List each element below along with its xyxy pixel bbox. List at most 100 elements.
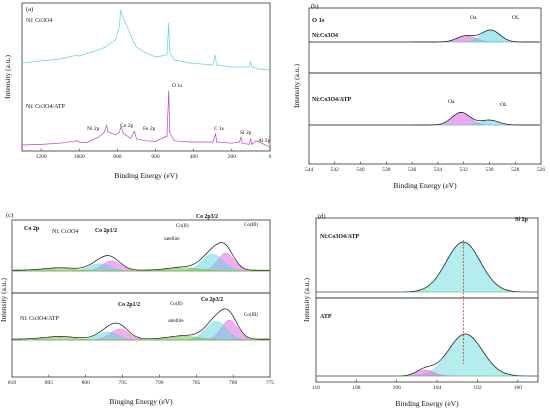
data-point-1-5 (86, 142, 88, 143)
panel-d-top-label: Ni:Co3O4/ATP (320, 234, 360, 240)
peak-label-co2p: Co 2p (120, 123, 134, 129)
data-point-1-7 (103, 132, 105, 133)
panel-b-xlabel: Binding Energy (eV) (393, 181, 457, 190)
panel-b-x-tick-label-1: 542 (331, 167, 340, 173)
panel-d-x-tick-label-1: 108 (352, 385, 361, 391)
data-point-0-4 (78, 55, 80, 57)
panel-a-legend-co3o4: Ni: Co3O4 (26, 18, 53, 24)
peak-label-o1s: O 1s (172, 83, 182, 89)
panel-b-title: O 1s (312, 17, 325, 24)
data-point-1-32 (250, 138, 252, 140)
data-point-1-35 (269, 146, 271, 148)
data-point-1-3 (76, 140, 78, 142)
panel-c-top-p12: Co 2p1/2 (95, 228, 117, 234)
data-point-1-24 (212, 141, 214, 143)
data-point-0-10 (120, 9, 122, 11)
data-point-0-14 (136, 46, 137, 48)
panel-b-x-tick-label-6: 532 (460, 167, 469, 173)
data-point-1-19 (166, 135, 168, 137)
panel-a-x-tick-label-1: 1000 (74, 154, 85, 160)
panel-b-x-tick-label-5: 534 (434, 167, 443, 173)
panel-c-x-tick-label-6: 780 (229, 380, 238, 386)
data-point-0-13 (132, 39, 133, 41)
panel-b-top-ol: OL (512, 15, 520, 21)
data-point-1-13 (122, 132, 124, 134)
panel-d-x-tick-label-5: 100 (514, 385, 523, 391)
data-point-0-28 (251, 66, 253, 68)
data-point-1-18 (155, 141, 156, 142)
panel-c-top-sat: satellite (164, 237, 180, 242)
data-point-1-30 (241, 142, 243, 144)
data-point-0-20 (174, 59, 175, 61)
data-point-0-26 (248, 66, 250, 68)
panel-c-1-envelope (11, 308, 270, 340)
data-point-0-1 (40, 60, 42, 62)
data-point-0-27 (250, 61, 252, 63)
data-point-1-6 (97, 136, 99, 138)
panel-a-x-tick-label-5: 200 (228, 154, 237, 160)
data-point-0-29 (258, 68, 259, 70)
data-point-0-24 (216, 64, 217, 66)
panel-c-x-tick-label-2: 800 (82, 380, 91, 386)
panel-b-x-tick-label-8: 528 (511, 167, 520, 173)
panel-a-x-tick-label-2: 800 (113, 154, 122, 160)
data-point-1-9 (107, 131, 109, 133)
panel-b-x-tick-label-2: 540 (356, 167, 365, 173)
panel-c-xlabel: Binging Energy (eV) (109, 397, 173, 406)
panel-a-frame (21, 2, 271, 152)
panel-c-top-co3: Co(III) (244, 223, 258, 228)
panel-c-0-envelope (11, 242, 270, 271)
data-point-1-20 (168, 90, 170, 92)
data-point-0-7 (107, 44, 109, 46)
data-point-1-23 (189, 141, 191, 143)
panel-d-xlabel: Binding Energy (eV) (395, 399, 459, 408)
panel-d-bottom-label: ATP (320, 314, 332, 320)
data-point-0-17 (166, 54, 168, 56)
data-point-1-31 (248, 144, 250, 145)
peak-label-fe2p: Fe 2p (143, 126, 156, 132)
panel-d-x-tick-label-3: 104 (433, 385, 442, 391)
panel-d-0-envelope (316, 241, 538, 293)
panel-c-letter: (c) (6, 212, 13, 219)
panel-a-x-tick-label-3: 600 (151, 154, 160, 160)
panel-a-x-tick-label-0: 1200 (36, 154, 47, 160)
data-point-0-22 (212, 64, 214, 66)
panel-b-bottom-frame (308, 72, 542, 165)
data-point-1-27 (231, 142, 233, 144)
data-point-0-9 (118, 26, 120, 28)
panel-c-bottom-label: Ni: Co3O4/ATP (20, 316, 60, 322)
panel-b-top-label: Ni:Co3O4 (312, 33, 338, 39)
panel-c-x-tick-label-5: 785 (192, 380, 201, 386)
panel-c-bottom-co3: Co(III) (244, 313, 258, 318)
peak-label-si2p: Si 2p (240, 130, 252, 136)
panel-d-0-component (316, 241, 538, 293)
data-point-0-0 (21, 62, 23, 64)
data-point-1-28 (239, 141, 240, 143)
panel-b-ylabel: Intensity (a.u.) (292, 64, 301, 108)
data-point-0-3 (76, 54, 78, 56)
panel-d-1-envelope (316, 333, 538, 377)
panel-c-bottom-co2: Co(II) (170, 302, 183, 307)
panel-b-x-tick-label-0: 544 (305, 167, 314, 173)
panel-c-title: Co 2p (24, 226, 40, 232)
panel-a-x-tick-label-6: 0 (269, 154, 272, 160)
panel-b-top-oa: Oa (470, 15, 477, 21)
data-point-1-8 (106, 124, 108, 126)
data-point-0-5 (97, 49, 99, 51)
data-point-1-34 (255, 140, 257, 142)
panel-d-title: Si 2p (515, 217, 529, 223)
panel-c-bottom-frame (11, 292, 271, 378)
data-point-1-22 (174, 140, 175, 142)
panel-c-1-component-sat2 (11, 337, 270, 341)
panel-c-x-tick-label-7: 775 (266, 380, 275, 386)
panel-c-x-tick-label-4: 790 (155, 380, 164, 386)
panel-d-bottom-frame (315, 297, 539, 383)
data-point-1-11 (118, 132, 120, 133)
data-point-1-1 (40, 144, 42, 145)
panel-a-ylabel: Intensity (a.u.) (3, 55, 12, 99)
data-point-0-15 (145, 52, 147, 54)
panel-c-top-label: Ni: Co3O4 (52, 229, 79, 235)
peak-label-c1s: C 1s (214, 126, 224, 132)
panel-c-top-co2: Co(II) (176, 224, 189, 229)
